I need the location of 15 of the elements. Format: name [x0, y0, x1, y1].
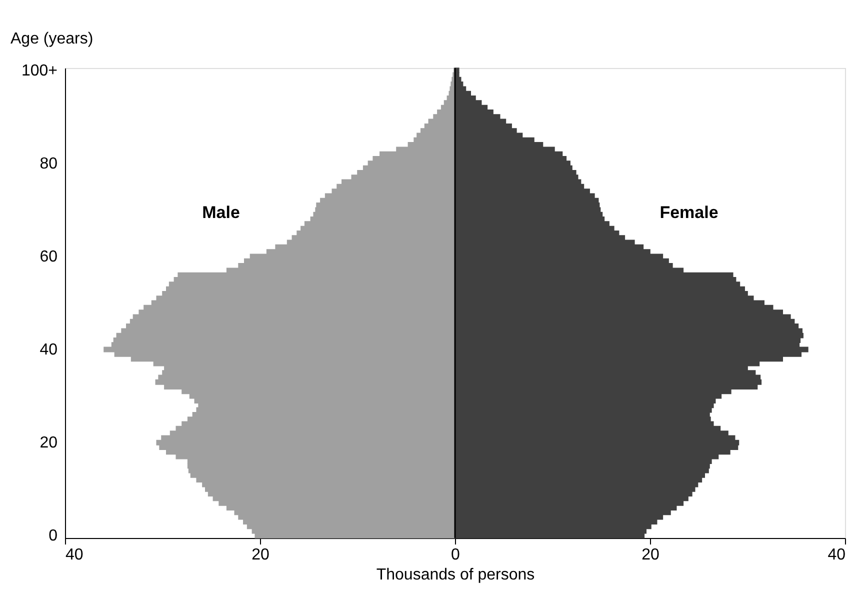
x-tick-label: 40 [828, 546, 846, 564]
y-tick-label: 80 [40, 155, 58, 172]
x-axis-title: Thousands of persons [376, 566, 535, 584]
y-axis-title: Age (years) [10, 30, 94, 48]
y-tick-label: 100+ [21, 62, 58, 80]
x-tick-label: 20 [252, 546, 270, 564]
y-tick-label: 0 [48, 528, 58, 545]
y-tick-label: 20 [40, 434, 58, 452]
y-tick-label: 40 [40, 342, 58, 359]
x-tick-label: 0 [451, 546, 460, 564]
series-label: Female [660, 203, 718, 222]
series-label: Male [202, 203, 240, 222]
x-tick-label: 20 [642, 546, 660, 564]
x-tick-label: 40 [66, 546, 84, 564]
y-tick-label: 60 [40, 248, 58, 266]
